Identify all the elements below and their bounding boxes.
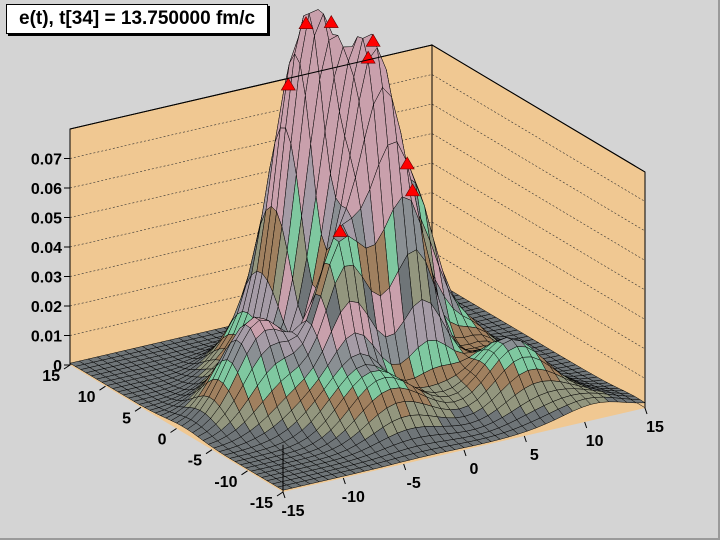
y-tick-mark-3 [170, 428, 177, 433]
peak-marker-0 [280, 77, 296, 91]
z-gridline-4 [69, 162, 646, 291]
chart-title: e(t), t[34] = 13.750000 fm/c [6, 4, 269, 34]
peak-marker-2 [323, 15, 339, 28]
peak-marker-1 [399, 156, 415, 170]
y-tick-mark-0 [276, 491, 284, 497]
y-tick-label-6: 15 [42, 368, 60, 385]
z-gridlines [69, 74, 646, 379]
z-tick-label-3: 0.03 [31, 270, 62, 287]
peak-marker-7 [404, 183, 421, 197]
x-tick-label-4: 5 [530, 447, 539, 464]
x-tick-mark-3 [463, 449, 467, 457]
y-tick-mark-4 [134, 406, 142, 412]
y-tick-mark-6 [63, 364, 71, 370]
x-tick-label-2: -5 [407, 475, 421, 492]
x-tick-mark-4 [523, 435, 527, 443]
z-tick-label-1: 0.01 [31, 329, 62, 346]
mesh-cell [277, 484, 293, 491]
z-gridline-3 [69, 192, 646, 320]
x-tick-mark-0 [282, 491, 286, 499]
x-tick-mark-5 [584, 421, 588, 429]
surface-mesh [69, 8, 646, 491]
x-tick-mark-2 [403, 463, 407, 471]
y-tick-mark-2 [205, 449, 213, 455]
z-tick-label-4: 0.04 [31, 240, 62, 257]
x-tick-label-6: 15 [646, 419, 664, 436]
z-gridline-2 [69, 221, 646, 350]
y-tick-label-2: -5 [188, 453, 202, 470]
z-tick-label-7: 0.07 [31, 152, 62, 169]
top-back-edges [69, 44, 646, 173]
x-tick-mark-1 [342, 477, 346, 485]
z-tick-label-0: 0 [53, 358, 62, 375]
z-tick-label-5: 0.05 [31, 211, 62, 228]
z-gridline-1 [69, 251, 646, 379]
peak-marker-6 [332, 224, 348, 237]
peak-marker-3 [298, 16, 314, 29]
x-tick-label-3: 0 [470, 461, 479, 478]
y-tick-label-4: 5 [122, 410, 131, 427]
y-tick-label-0: -15 [250, 495, 273, 512]
x-tick-label-1: -10 [342, 489, 365, 506]
z-tick-label-6: 0.06 [31, 181, 62, 198]
z-gridline-6 [69, 103, 646, 232]
peak-marker-4 [365, 33, 381, 47]
y-tick-label-5: 10 [78, 389, 96, 406]
y-tick-label-1: -10 [214, 474, 237, 491]
x-tick-label-5: 10 [586, 433, 604, 450]
tick-labels: 0 0.01 0.02 0.03 0.04 0.05 0.06 0.07 -15 -10 -5 0 5 1… [31, 152, 664, 521]
z-tick-label-2: 0.02 [31, 299, 62, 316]
y-tick-mark-1 [241, 470, 248, 476]
z-gridline-7 [69, 74, 646, 202]
y-tick-mark-5 [99, 385, 106, 391]
x-tick-mark-6 [644, 407, 648, 415]
y-tick-label-3: 0 [158, 432, 167, 449]
x-tick-label-0: -15 [281, 503, 304, 520]
z-gridline-5 [69, 133, 646, 261]
